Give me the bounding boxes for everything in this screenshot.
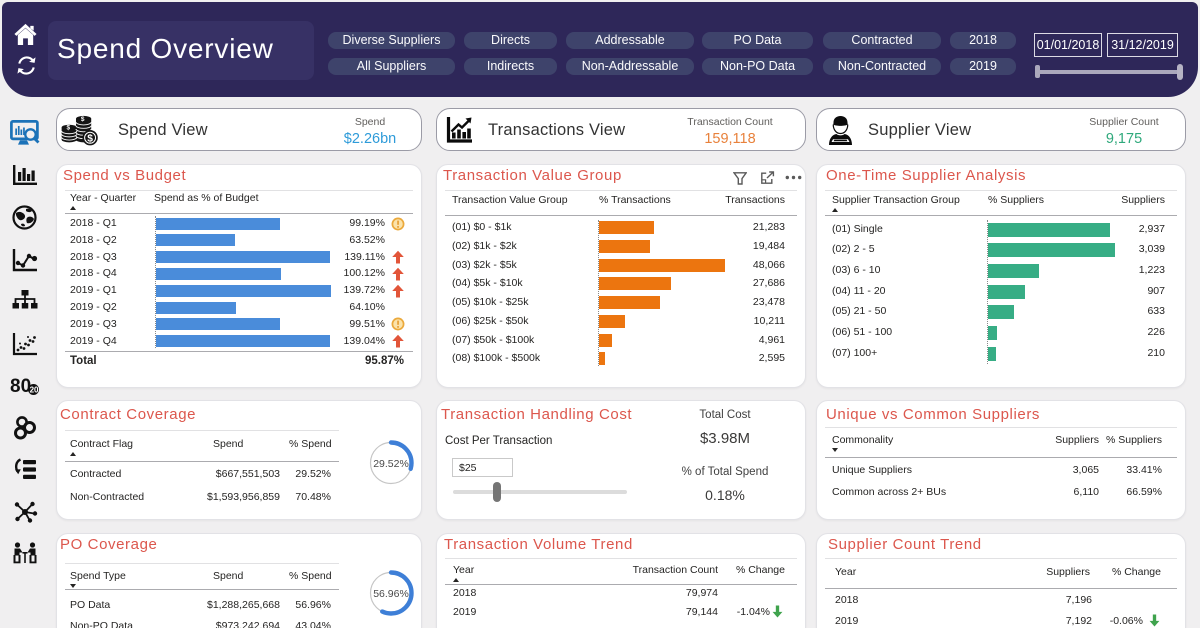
svg-text:$: $ (87, 133, 93, 144)
svg-text:$: $ (81, 116, 85, 123)
svg-text:$: $ (66, 125, 70, 132)
svg-text:20: 20 (30, 386, 39, 395)
svg-text:80: 80 (10, 376, 31, 397)
